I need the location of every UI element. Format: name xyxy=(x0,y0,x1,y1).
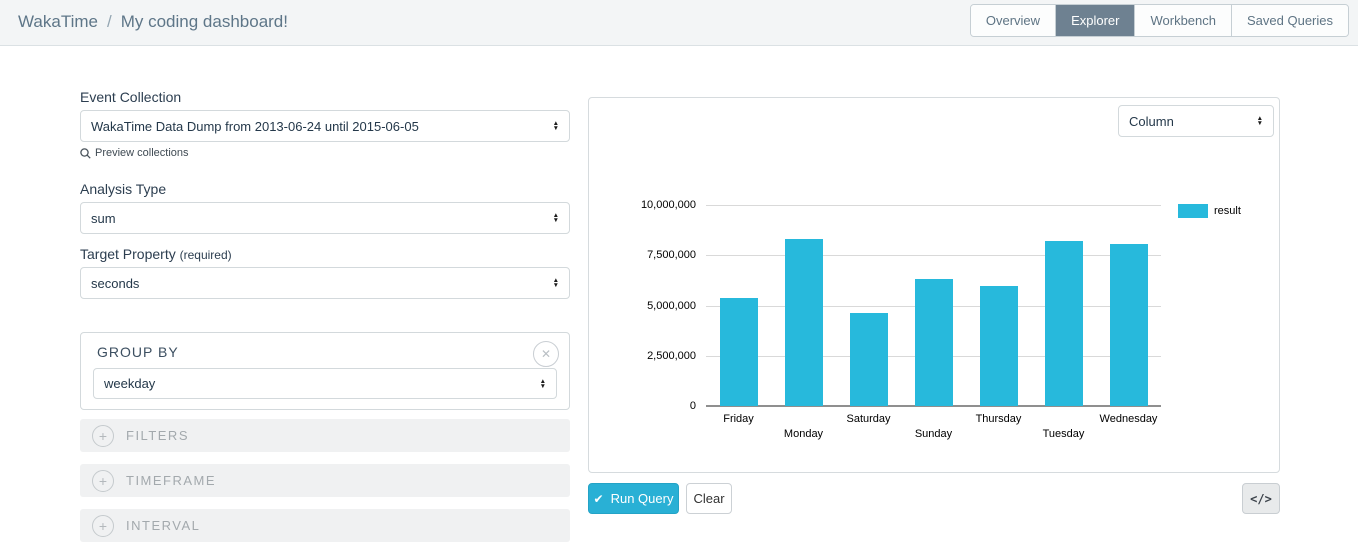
analysis-type-label: Analysis Type xyxy=(80,181,167,197)
filters-label: FILTERS xyxy=(126,428,189,443)
chart-plot xyxy=(706,205,1161,407)
x-axis-line xyxy=(706,405,1161,407)
tab-overview[interactable]: Overview xyxy=(970,5,1057,36)
plus-icon: + xyxy=(92,424,114,447)
close-icon[interactable]: ✕ xyxy=(533,341,559,367)
search-icon xyxy=(80,147,91,159)
event-collection-value: WakaTime Data Dump from 2013-06-24 until… xyxy=(91,118,419,134)
breadcrumb: WakaTime / My coding dashboard! xyxy=(18,12,288,32)
interval-label: INTERVAL xyxy=(126,518,201,533)
timeframe-section[interactable]: + TIMEFRAME xyxy=(80,464,570,497)
legend-swatch xyxy=(1178,204,1208,218)
legend-label: result xyxy=(1214,205,1241,217)
breadcrumb-separator: / xyxy=(106,12,112,31)
bar-saturday xyxy=(849,312,888,406)
filters-section[interactable]: + FILTERS xyxy=(80,419,570,452)
y-tick-label: 2,500,000 xyxy=(647,349,696,362)
run-query-label: Run Query xyxy=(610,491,674,506)
tab-explorer[interactable]: Explorer xyxy=(1056,5,1136,36)
tab-workbench[interactable]: Workbench xyxy=(1135,5,1232,36)
spinner-icon: ▲ ▼ xyxy=(552,120,559,132)
target-property-required-note: (required) xyxy=(179,248,232,262)
plus-icon: + xyxy=(92,469,114,492)
tab-group: Overview Explorer Workbench Saved Querie… xyxy=(969,4,1349,37)
preview-collections-link[interactable]: Preview collections xyxy=(80,147,189,159)
tab-saved-queries[interactable]: Saved Queries xyxy=(1232,5,1348,36)
x-tick-label: Sunday xyxy=(914,428,953,440)
y-tick-label: 10,000,000 xyxy=(640,199,696,211)
spinner-icon: ▲ ▼ xyxy=(539,377,546,390)
group-by-select[interactable]: weekday ▲ ▼ xyxy=(93,368,557,399)
preview-collections-label: Preview collections xyxy=(95,147,189,159)
group-by-value: weekday xyxy=(104,376,156,391)
analysis-type-select[interactable]: sum ▲ ▼ xyxy=(80,202,570,234)
breadcrumb-app[interactable]: WakaTime xyxy=(18,12,98,31)
group-by-label: GROUP BY xyxy=(97,344,179,360)
chart-panel: Column ▲ ▼ 0 2,500,000 5,000,000 7,500,000 10… xyxy=(588,97,1280,473)
bar-thursday xyxy=(979,286,1018,406)
y-tick-label: 7,500,000 xyxy=(647,249,696,262)
bar-friday xyxy=(719,298,758,406)
target-property-value: seconds xyxy=(91,275,140,291)
spinner-icon: ▲ ▼ xyxy=(552,212,559,224)
bar-sunday xyxy=(914,279,953,406)
embed-code-button[interactable]: </> xyxy=(1242,483,1280,514)
spinner-icon: ▲ ▼ xyxy=(1256,115,1263,127)
bar-wednesday xyxy=(1109,244,1148,406)
x-tick-label: Wednesday xyxy=(1099,413,1158,425)
run-query-button[interactable]: ✔ Run Query xyxy=(588,483,679,514)
event-collection-label: Event Collection xyxy=(80,89,182,105)
bar-tuesday xyxy=(1044,241,1083,406)
chart-type-select[interactable]: Column ▲ ▼ xyxy=(1118,105,1274,137)
target-property-label: Target Property (required) xyxy=(80,246,232,262)
gridline xyxy=(706,205,1161,206)
interval-section[interactable]: + INTERVAL xyxy=(80,509,570,542)
plus-icon: + xyxy=(92,514,114,537)
target-property-select[interactable]: seconds ▲ ▼ xyxy=(80,267,570,299)
spinner-icon: ▲ ▼ xyxy=(552,277,559,289)
x-tick-label: Tuesday xyxy=(1042,428,1085,440)
analysis-type-value: sum xyxy=(91,210,116,226)
x-tick-label: Saturday xyxy=(846,413,891,425)
chart-x-axis: Friday Monday Saturday Sunday Thursday Tuesda… xyxy=(706,406,1161,452)
chart-legend: result xyxy=(1178,204,1241,218)
check-icon: ✔ xyxy=(593,491,604,506)
y-tick-label: 0 xyxy=(689,400,696,412)
page-title: My coding dashboard! xyxy=(120,12,288,31)
event-collection-select[interactable]: WakaTime Data Dump from 2013-06-24 until… xyxy=(80,110,570,142)
gridline xyxy=(706,255,1161,257)
timeframe-label: TIMEFRAME xyxy=(126,473,217,488)
bar-monday xyxy=(784,239,823,406)
chart-y-axis: 0 2,500,000 5,000,000 7,500,000 10,000,000 xyxy=(589,199,696,412)
x-tick-label: Friday xyxy=(723,413,754,425)
header: WakaTime / My coding dashboard! Overview E… xyxy=(0,0,1358,46)
x-tick-label: Thursday xyxy=(975,413,1022,425)
y-tick-label: 5,000,000 xyxy=(647,299,696,312)
chart-type-value: Column xyxy=(1129,113,1174,129)
clear-button[interactable]: Clear xyxy=(686,483,732,514)
x-tick-label: Monday xyxy=(783,428,824,440)
